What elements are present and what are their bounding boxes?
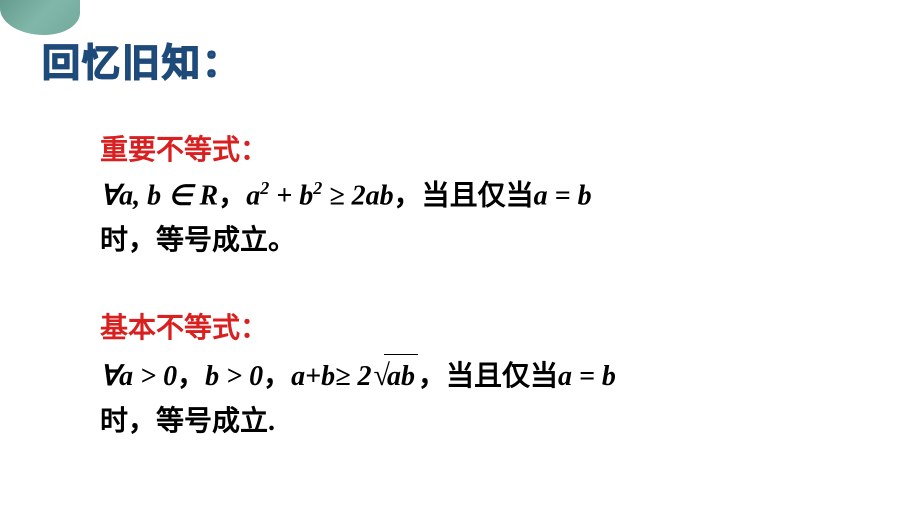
section2-formula: ∀a > 0，b > 0，a+b≥ 2√ab，当且仅当a = b bbox=[100, 352, 840, 400]
cn-conclusion: 时，等号成立。 bbox=[100, 225, 296, 256]
gt-symbol: > bbox=[219, 361, 249, 392]
plus: + bbox=[269, 180, 299, 211]
cn-comma: ， bbox=[177, 361, 205, 392]
forall-symbol: ∀ bbox=[100, 180, 119, 211]
section1-heading: 重要不等式： bbox=[100, 128, 840, 168]
section1-formula: ∀a, b ∈ R，a2 + b2 ≥ 2ab，当且仅当a = b bbox=[100, 174, 840, 219]
var-a: a bbox=[119, 180, 133, 211]
ge-symbol: ≥ bbox=[322, 180, 351, 211]
exponent-2: 2 bbox=[313, 178, 322, 198]
zero: 0 bbox=[163, 361, 177, 392]
comma: , bbox=[133, 180, 147, 211]
set-R: R bbox=[200, 180, 219, 211]
cn-comma: ， bbox=[418, 361, 446, 392]
zero: 0 bbox=[249, 361, 263, 392]
cn-when: 当且仅当 bbox=[446, 361, 558, 392]
cn-comma: ， bbox=[218, 180, 246, 211]
content-area: 重要不等式： ∀a, b ∈ R，a2 + b2 ≥ 2ab，当且仅当a = b… bbox=[100, 128, 840, 487]
forall-symbol: ∀ bbox=[100, 361, 119, 392]
sqrt-expression: √ab bbox=[371, 352, 417, 400]
lhs-aplusb: a+b bbox=[291, 361, 335, 392]
section2-heading: 基本不等式： bbox=[100, 306, 840, 346]
coeff-2: 2 bbox=[357, 361, 371, 392]
expr-a: a bbox=[246, 180, 260, 211]
element-of: ∈ bbox=[161, 180, 199, 211]
page-title: 回忆旧知： bbox=[42, 32, 242, 87]
sqrt-body: ab bbox=[384, 354, 418, 400]
corner-decoration bbox=[0, 0, 80, 35]
expr-b: b bbox=[299, 180, 313, 211]
gt-symbol: > bbox=[133, 361, 163, 392]
condition: a = b bbox=[534, 180, 592, 211]
cn-when: 当且仅当 bbox=[422, 180, 534, 211]
exponent-2: 2 bbox=[260, 178, 269, 198]
ge-symbol: ≥ bbox=[335, 361, 357, 392]
section-important-inequality: 重要不等式： ∀a, b ∈ R，a2 + b2 ≥ 2ab，当且仅当a = b… bbox=[100, 128, 840, 264]
cn-comma: ， bbox=[394, 180, 422, 211]
section-basic-inequality: 基本不等式： ∀a > 0，b > 0，a+b≥ 2√ab，当且仅当a = b … bbox=[100, 306, 840, 445]
section2-line2: 时，等号成立. bbox=[100, 400, 840, 445]
var-b: b bbox=[205, 361, 219, 392]
rhs-2ab: 2ab bbox=[352, 180, 394, 211]
section1-line2: 时，等号成立。 bbox=[100, 219, 840, 264]
var-a: a bbox=[119, 361, 133, 392]
cn-comma: ， bbox=[263, 361, 291, 392]
cn-conclusion: 时，等号成立. bbox=[100, 406, 275, 437]
condition: a = b bbox=[558, 361, 616, 392]
var-b: b bbox=[147, 180, 161, 211]
